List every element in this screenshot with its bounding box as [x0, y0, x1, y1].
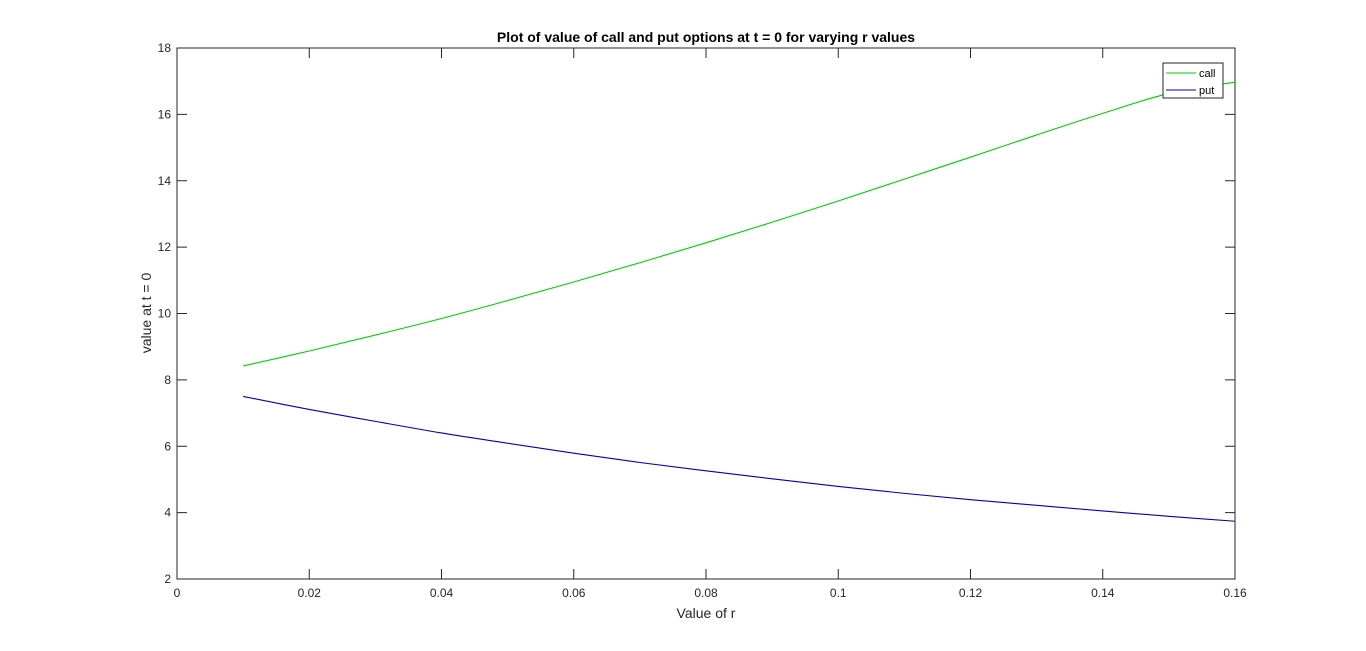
legend-label-put: put	[1199, 85, 1214, 97]
legend-box	[1162, 62, 1224, 99]
y-tick-label: 10	[158, 307, 172, 321]
x-tick-label: 0.02	[298, 586, 322, 600]
chart-title: Plot of value of call and put options at…	[497, 29, 915, 45]
x-axis-title: Value of r	[677, 605, 736, 621]
y-tick-label: 14	[158, 174, 172, 188]
y-tick-label: 2	[164, 572, 171, 586]
x-tick-label: 0.14	[1091, 586, 1115, 600]
y-tick-label: 8	[164, 373, 171, 387]
y-tick-label: 4	[164, 506, 171, 520]
y-tick-label: 12	[158, 240, 172, 254]
series-line-put	[243, 395, 1236, 522]
legend: call put	[1162, 62, 1224, 99]
y-axis-ticks: 2 4 6 8 10 12 14 16 18	[158, 41, 1235, 586]
x-tick-label: 0.06	[562, 586, 586, 600]
x-tick-label: 0.08	[694, 586, 718, 600]
x-axis-ticks: 0 0.02 0.04 0.06 0.08 0.1 0.12 0.14 0.16	[174, 48, 1247, 600]
series-lines	[243, 81, 1236, 522]
series-line-call	[243, 81, 1236, 367]
y-tick-label: 6	[164, 439, 171, 453]
x-tick-label: 0.16	[1223, 586, 1247, 600]
axes-box	[176, 47, 1236, 580]
legend-label-call: call	[1199, 68, 1216, 80]
x-tick-label: 0.1	[830, 586, 847, 600]
legend-items: call put	[1166, 68, 1216, 97]
y-tick-label: 16	[158, 107, 172, 121]
plot-area: 0 0.02 0.04 0.06 0.08 0.1 0.12 0.14 0.16 2 4 6 8 10 1…	[158, 41, 1247, 600]
y-axis-title: value at t = 0	[138, 273, 154, 354]
x-tick-label: 0.12	[959, 586, 983, 600]
y-tick-label: 18	[158, 41, 172, 55]
x-tick-label: 0	[174, 586, 181, 600]
x-tick-label: 0.04	[430, 586, 454, 600]
